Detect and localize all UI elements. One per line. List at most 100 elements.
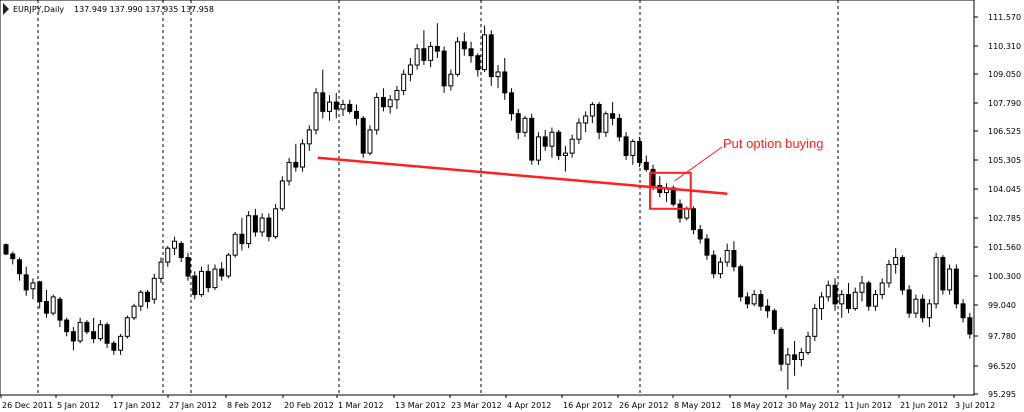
y-tick-label: 109.050 [988, 70, 1021, 79]
y-tick-label: 107.790 [988, 99, 1021, 108]
x-tick-label: 27 Jan 2012 [169, 401, 217, 410]
candle [138, 289, 144, 311]
plot-frame [0, 0, 975, 396]
candle [178, 241, 184, 263]
candle [852, 287, 858, 311]
candle [677, 199, 683, 223]
candle [225, 252, 231, 279]
candle [805, 331, 811, 355]
candle [293, 143, 299, 172]
annotation-leader [674, 146, 723, 182]
trendline [317, 156, 728, 195]
candle [50, 294, 56, 316]
candle [495, 65, 501, 89]
candle [320, 69, 326, 119]
y-tick-label: 105.305 [988, 156, 1021, 165]
candle [738, 264, 744, 302]
candle [751, 289, 757, 307]
candle [785, 347, 791, 390]
candle [610, 102, 616, 126]
candle [623, 132, 629, 161]
candle [832, 278, 838, 311]
candle [300, 139, 306, 172]
candle [846, 282, 851, 314]
x-tick-label: 13 Mar 2012 [395, 401, 446, 410]
candle [542, 129, 548, 151]
y-tick-label: 95.295 [988, 390, 1016, 399]
y-tick-label: 99.040 [988, 301, 1016, 310]
candle [441, 46, 447, 93]
candle [488, 30, 494, 86]
candle [198, 266, 204, 297]
annotations: Put option buying [317, 136, 823, 210]
x-tick-label: 26 Dec 2011 [2, 401, 53, 410]
candle [717, 257, 723, 279]
candle [158, 257, 164, 283]
candle [172, 236, 177, 256]
y-tick-label: 106.525 [988, 127, 1021, 136]
candle [515, 109, 521, 140]
candle [43, 289, 49, 318]
candle [960, 299, 966, 323]
candle [920, 294, 926, 323]
candle [205, 264, 211, 293]
candle [704, 234, 710, 260]
candle [23, 266, 29, 296]
x-tick-label: 3 Jul 2012 [955, 401, 995, 410]
candles [3, 23, 973, 390]
candle [549, 127, 555, 158]
candle [340, 99, 346, 117]
candle [529, 113, 535, 165]
candle [64, 317, 70, 337]
y-tick-label: 96.520 [988, 362, 1016, 371]
x-tick-label: 23 Mar 2012 [451, 401, 502, 410]
candle [374, 92, 380, 135]
candle [353, 104, 359, 126]
x-tick-label: 5 Jan 2012 [57, 401, 100, 410]
candle [266, 213, 272, 242]
x-tick-label: 26 Apr 2012 [619, 401, 668, 410]
candle [3, 243, 9, 256]
candle [380, 88, 386, 112]
x-tick-label: 8 May 2012 [674, 401, 721, 410]
candle [347, 99, 353, 114]
candle [509, 88, 514, 121]
candle [482, 25, 488, 72]
candle [360, 116, 366, 158]
candle [212, 264, 218, 290]
x-tick-label: 11 Jun 2012 [844, 401, 892, 410]
candle [10, 251, 16, 265]
time-axis: 26 Dec 2011 5 Jan 2012 17 Jan 2012 27 Jan 2… [0, 395, 995, 410]
candle [576, 118, 582, 144]
candle [825, 280, 831, 302]
candle [239, 218, 245, 251]
candle [879, 278, 885, 300]
y-tick-label: 101.560 [988, 243, 1021, 252]
candle [273, 204, 279, 239]
candle [926, 299, 932, 328]
y-tick-label: 100.300 [988, 272, 1021, 281]
x-tick-label: 16 Apr 2012 [563, 401, 612, 410]
y-tick-label: 111.570 [988, 13, 1021, 22]
x-tick-label: 18 May 2012 [731, 401, 783, 410]
candle [279, 176, 285, 212]
candle [562, 146, 568, 172]
candle [583, 111, 589, 133]
candle [812, 303, 818, 341]
candle [589, 102, 595, 123]
candle [475, 53, 481, 77]
y-tick-label: 97.780 [988, 332, 1016, 341]
candle [252, 208, 258, 237]
candle [468, 41, 474, 63]
candle [70, 327, 76, 351]
candle [630, 139, 636, 165]
candle [219, 262, 225, 281]
x-tick-label: 8 Feb 2012 [227, 401, 272, 410]
candle [616, 113, 622, 142]
candle [502, 58, 508, 100]
candle [124, 315, 130, 339]
candle [401, 69, 407, 96]
candle [145, 289, 151, 309]
candle [407, 58, 413, 82]
